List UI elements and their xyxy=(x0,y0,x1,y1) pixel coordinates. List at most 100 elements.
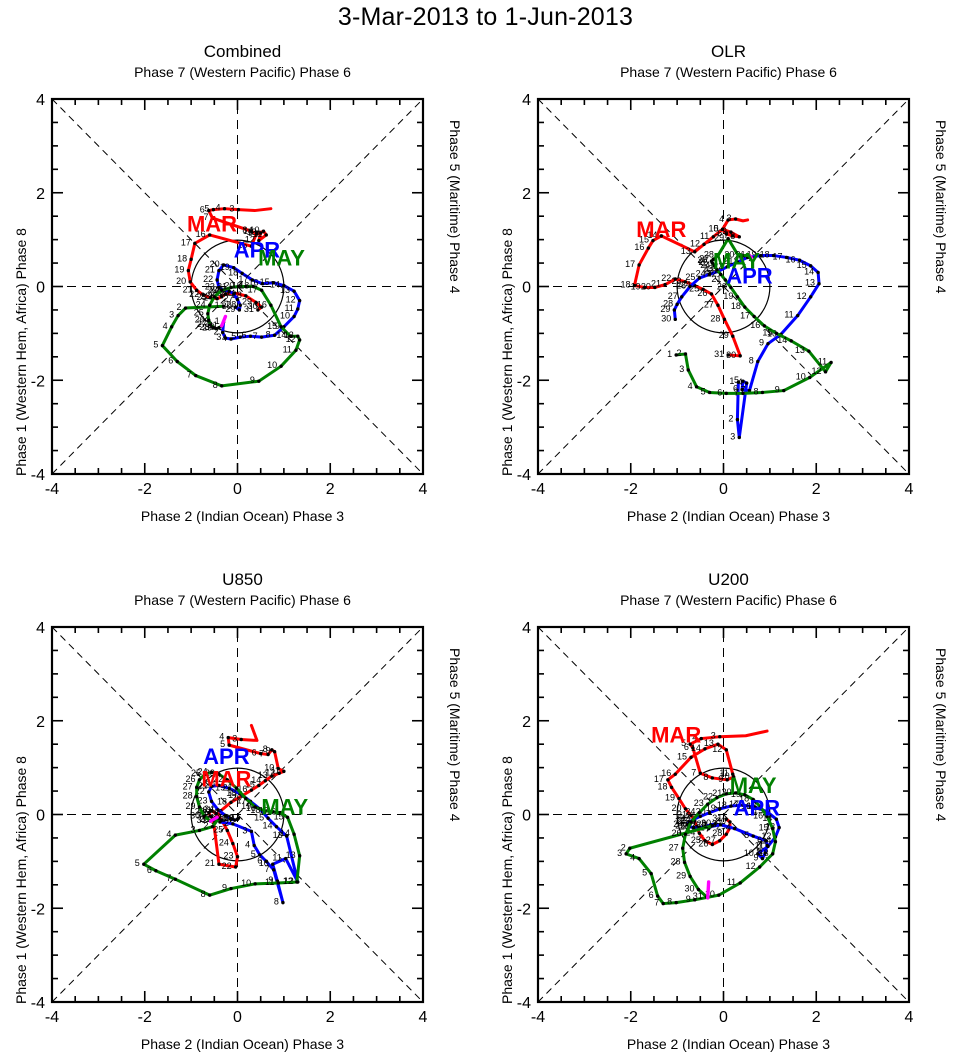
day-marker xyxy=(649,871,653,876)
day-label: 10 xyxy=(767,328,777,338)
day-marker xyxy=(817,281,821,286)
day-label: 16 xyxy=(249,278,259,288)
day-marker xyxy=(666,778,670,782)
axis-label-bottom: Phase 2 (Indian Ocean) Phase 3 xyxy=(626,1036,831,1052)
day-marker xyxy=(235,297,240,302)
day-marker xyxy=(718,807,722,811)
day-marker xyxy=(207,810,211,815)
day-label: 7 xyxy=(740,385,745,395)
day-label: 16 xyxy=(786,254,796,264)
day-label: 23 xyxy=(704,266,714,276)
day-label: 5 xyxy=(744,830,749,840)
day-label: 17 xyxy=(654,774,664,784)
day-marker xyxy=(765,814,769,819)
day-marker xyxy=(292,832,296,836)
day-label: 25 xyxy=(698,257,708,267)
day-marker xyxy=(210,216,215,220)
day-label: 28 xyxy=(232,290,242,300)
day-label: 7 xyxy=(758,839,763,849)
day-marker xyxy=(266,816,270,820)
day-label: 4 xyxy=(245,839,250,849)
day-marker xyxy=(694,385,699,389)
day-marker xyxy=(217,268,221,273)
day-marker xyxy=(740,387,744,392)
day-marker xyxy=(741,379,745,383)
day-label: 3 xyxy=(617,848,622,858)
day-marker xyxy=(728,820,732,824)
month-label-may: MAY xyxy=(261,795,308,820)
day-marker xyxy=(773,839,778,844)
day-marker xyxy=(207,303,212,307)
x-tick-label: 2 xyxy=(326,481,335,498)
day-marker xyxy=(782,388,786,393)
day-label: 30 xyxy=(190,810,200,820)
day-marker xyxy=(693,898,697,902)
day-label: 28 xyxy=(183,791,193,801)
day-marker xyxy=(744,381,749,385)
day-label: 17 xyxy=(773,251,783,261)
day-marker xyxy=(260,281,265,286)
day-label: 1 xyxy=(703,820,708,830)
day-marker xyxy=(707,390,712,395)
day-label: 5 xyxy=(701,386,706,396)
day-label: 24 xyxy=(673,819,683,829)
day-marker xyxy=(741,803,745,807)
day-marker xyxy=(238,335,242,339)
day-marker xyxy=(710,776,715,780)
day-label: 11 xyxy=(253,229,262,239)
day-label: 28 xyxy=(199,322,209,332)
series-MAY: 1234567891011121314151617181920212223242… xyxy=(135,766,302,899)
y-tick-label: 4 xyxy=(522,620,531,637)
day-label: 12 xyxy=(286,295,296,305)
day-marker xyxy=(261,229,266,233)
day-label: 15 xyxy=(759,823,769,833)
series-current xyxy=(220,314,228,328)
day-marker xyxy=(715,795,719,800)
day-label: 23 xyxy=(197,292,207,302)
y-tick-label: 2 xyxy=(36,186,45,203)
day-label: 6 xyxy=(717,387,722,397)
day-label: 15 xyxy=(254,812,264,822)
day-label: 16 xyxy=(661,768,671,778)
day-label: 13 xyxy=(795,345,805,355)
day-marker xyxy=(784,255,789,260)
day-marker xyxy=(689,820,693,824)
day-label: 12 xyxy=(746,861,756,871)
day-marker xyxy=(741,391,745,396)
y-tick-label: -2 xyxy=(517,373,531,390)
day-label: 5 xyxy=(714,223,719,233)
day-label: 10 xyxy=(264,763,274,773)
day-label: 20 xyxy=(210,259,220,269)
day-marker xyxy=(697,276,702,280)
day-marker xyxy=(229,285,233,290)
day-label: 24 xyxy=(198,766,208,776)
day-marker xyxy=(142,862,146,866)
month-label-apr: APR xyxy=(203,744,250,769)
day-label: 18 xyxy=(217,796,227,806)
day-marker xyxy=(292,289,296,293)
day-label: 15 xyxy=(762,327,772,337)
day-label: 15 xyxy=(237,240,247,250)
day-marker xyxy=(808,264,813,268)
x-tick-label: -2 xyxy=(624,1009,638,1026)
axis-label-top: Phase 7 (Western Pacific) Phase 6 xyxy=(620,64,837,80)
day-marker xyxy=(711,235,715,239)
day-marker xyxy=(295,880,299,884)
day-label: 18 xyxy=(760,250,770,260)
diagonal-line-2 xyxy=(537,98,910,475)
day-label: 6 xyxy=(241,330,246,340)
day-label: 29 xyxy=(719,330,729,340)
day-marker xyxy=(251,284,255,289)
day-label: 12 xyxy=(761,831,771,841)
day-marker xyxy=(682,860,687,865)
day-label: 22 xyxy=(208,284,218,294)
panel-combined: Combined Phase 7 (Western Pacific) Phase… xyxy=(0,42,485,542)
day-label: 22 xyxy=(707,268,717,278)
day-marker xyxy=(674,353,678,357)
day-marker xyxy=(718,839,722,843)
day-label: 6 xyxy=(257,855,262,865)
day-label: 8 xyxy=(274,897,279,907)
day-label: 19 xyxy=(665,793,675,803)
day-label: 22 xyxy=(713,261,723,271)
day-marker xyxy=(758,253,763,258)
